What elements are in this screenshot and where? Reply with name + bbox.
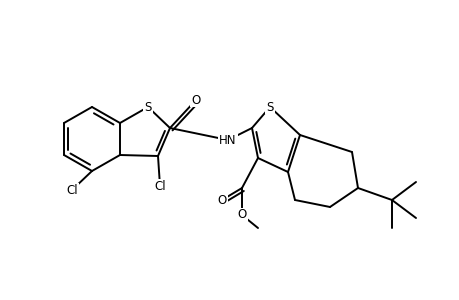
Text: Cl: Cl: [154, 179, 165, 193]
Text: O: O: [191, 94, 200, 106]
Text: Cl: Cl: [66, 184, 78, 196]
Text: O: O: [237, 208, 246, 221]
Text: S: S: [266, 100, 273, 113]
Text: S: S: [144, 100, 151, 113]
Text: HN: HN: [219, 134, 236, 146]
Text: O: O: [217, 194, 226, 206]
